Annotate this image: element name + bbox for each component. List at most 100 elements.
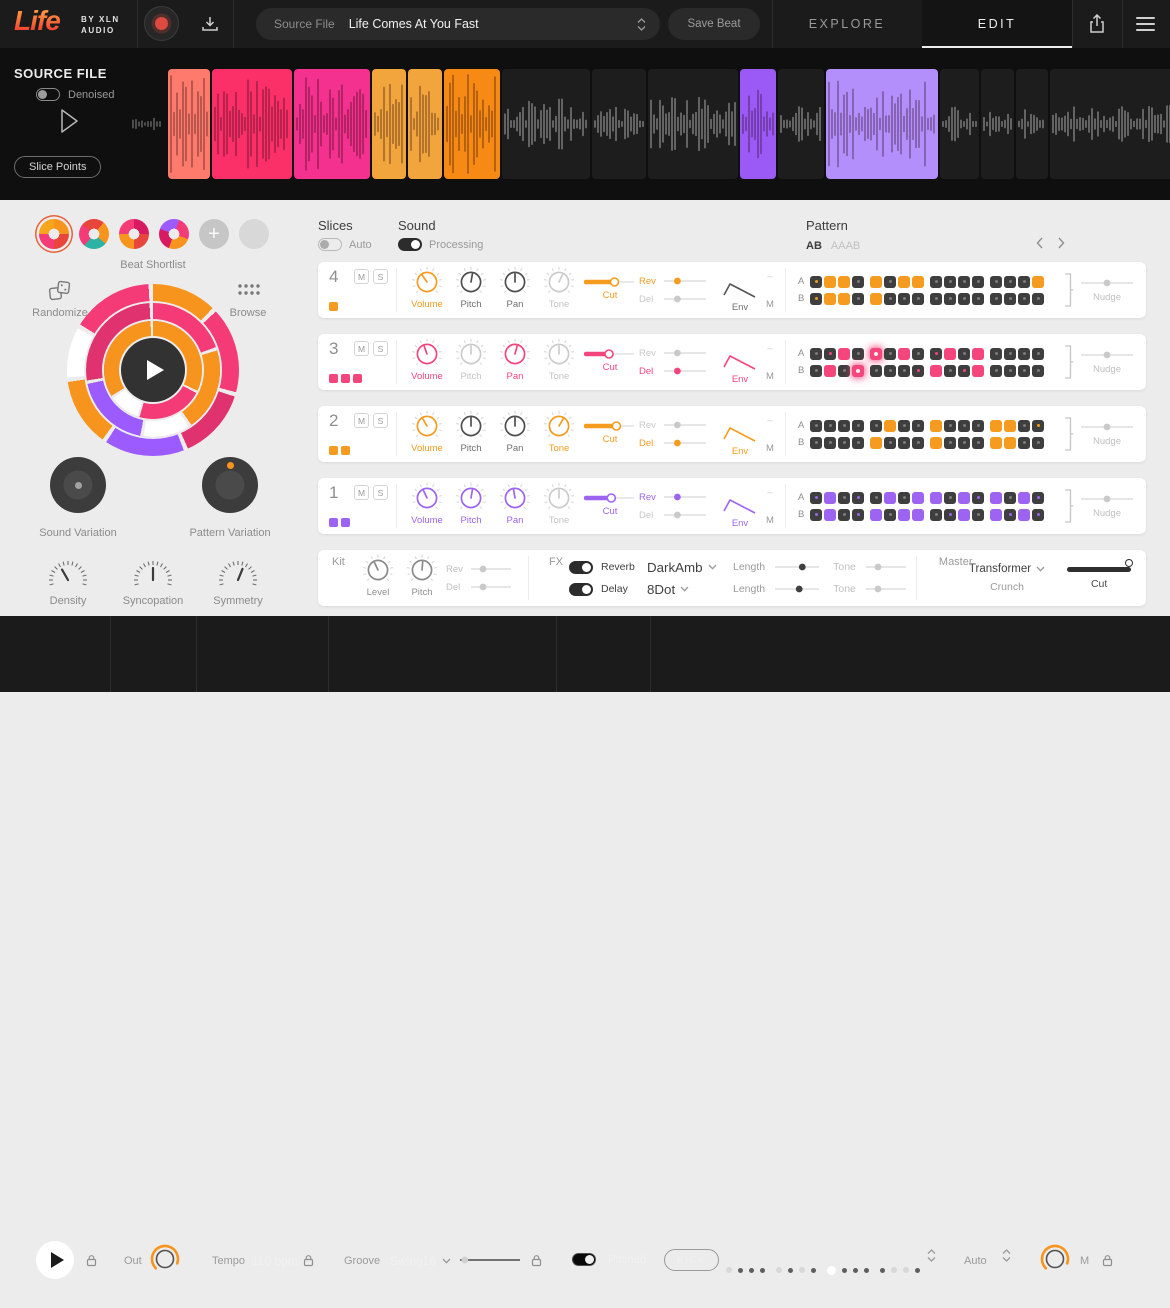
pattern-step[interactable] bbox=[1018, 276, 1030, 288]
pattern-step[interactable] bbox=[838, 276, 850, 288]
pattern-step[interactable] bbox=[824, 365, 836, 377]
pattern-step[interactable] bbox=[944, 348, 956, 360]
pattern-step[interactable] bbox=[972, 492, 984, 504]
step-dot[interactable] bbox=[903, 1267, 909, 1273]
beat-wheel[interactable] bbox=[67, 284, 239, 456]
pattern-step[interactable] bbox=[958, 509, 970, 521]
pattern-variation-knob[interactable] bbox=[202, 457, 258, 513]
pattern-step[interactable] bbox=[912, 365, 924, 377]
waveform-slice[interactable] bbox=[502, 69, 590, 179]
step-dot[interactable] bbox=[827, 1266, 836, 1275]
pattern-step[interactable] bbox=[1004, 437, 1016, 449]
rev-send[interactable]: Rev bbox=[639, 419, 717, 431]
auto-knob[interactable] bbox=[1038, 1242, 1072, 1276]
pattern-step[interactable] bbox=[870, 509, 882, 521]
solo-button[interactable]: S bbox=[373, 413, 388, 428]
pattern-step[interactable] bbox=[824, 293, 836, 305]
pattern-step[interactable] bbox=[972, 420, 984, 432]
pattern-step[interactable] bbox=[810, 348, 822, 360]
solo-button[interactable]: S bbox=[373, 485, 388, 500]
groove-value[interactable]: Swing16 bbox=[390, 1254, 436, 1268]
menu-icon[interactable] bbox=[1136, 17, 1155, 31]
pattern-step[interactable] bbox=[1004, 420, 1016, 432]
pattern-step[interactable] bbox=[930, 420, 942, 432]
pattern-step[interactable] bbox=[1032, 293, 1044, 305]
pattern-step[interactable] bbox=[972, 509, 984, 521]
pattern-step[interactable] bbox=[852, 348, 864, 360]
pattern-step[interactable] bbox=[824, 276, 836, 288]
waveform-slice[interactable] bbox=[294, 69, 370, 179]
mute-button[interactable]: M bbox=[354, 269, 369, 284]
delay-type-dropdown[interactable]: 8Dot bbox=[647, 582, 721, 597]
pattern-step[interactable] bbox=[958, 348, 970, 360]
nudge-slider[interactable]: Nudge bbox=[1076, 334, 1138, 390]
pattern-step[interactable] bbox=[930, 509, 942, 521]
pattern-step[interactable] bbox=[898, 420, 910, 432]
waveform-slice[interactable] bbox=[740, 69, 776, 179]
pattern-step[interactable] bbox=[972, 348, 984, 360]
step-dot[interactable] bbox=[726, 1267, 732, 1273]
denoised-toggle[interactable] bbox=[36, 88, 60, 101]
waveform-slice[interactable] bbox=[981, 69, 1014, 179]
groove-slider[interactable] bbox=[458, 1254, 522, 1266]
pattern-step[interactable] bbox=[898, 365, 910, 377]
pattern-prev-icon[interactable] bbox=[1036, 237, 1044, 249]
density-knob[interactable]: Density bbox=[36, 557, 100, 607]
pattern-step[interactable] bbox=[958, 276, 970, 288]
knob-pan[interactable]: Pan bbox=[493, 410, 537, 459]
master-cut-slider[interactable] bbox=[1067, 567, 1131, 572]
mute-button[interactable]: M bbox=[354, 341, 369, 356]
shortlist-beat[interactable] bbox=[79, 219, 109, 249]
pattern-step[interactable] bbox=[1032, 276, 1044, 288]
pattern-step[interactable] bbox=[810, 365, 822, 377]
shortlist-beat[interactable] bbox=[119, 219, 149, 249]
pattern-step[interactable] bbox=[810, 293, 822, 305]
pattern-step[interactable] bbox=[990, 492, 1002, 504]
wheel-play-button[interactable] bbox=[121, 338, 185, 402]
pattern-step[interactable] bbox=[912, 420, 924, 432]
pattern-step[interactable] bbox=[838, 348, 850, 360]
transport-play-button[interactable] bbox=[36, 1241, 74, 1279]
pattern-step[interactable] bbox=[1018, 492, 1030, 504]
pattern-step[interactable] bbox=[944, 420, 956, 432]
knob-volume[interactable]: Volume bbox=[405, 482, 449, 531]
cut-slider[interactable]: Cut bbox=[581, 419, 639, 450]
step-dot[interactable] bbox=[799, 1267, 805, 1273]
pattern-step[interactable] bbox=[824, 420, 836, 432]
pattern-step[interactable] bbox=[1032, 420, 1044, 432]
pattern-step[interactable] bbox=[870, 348, 882, 360]
mute-button[interactable]: M bbox=[354, 485, 369, 500]
waveform-slice[interactable] bbox=[826, 69, 938, 179]
slider-handle[interactable] bbox=[1125, 559, 1133, 567]
pattern-step[interactable] bbox=[1018, 365, 1030, 377]
pattern-step[interactable] bbox=[912, 348, 924, 360]
pattern-step[interactable] bbox=[810, 437, 822, 449]
pattern-step[interactable] bbox=[990, 509, 1002, 521]
reverb-length-slider[interactable] bbox=[773, 561, 821, 573]
send-mute[interactable]: M bbox=[763, 299, 777, 310]
pattern-step[interactable] bbox=[912, 437, 924, 449]
waveform-slice[interactable] bbox=[1050, 69, 1170, 179]
pattern-step[interactable] bbox=[884, 437, 896, 449]
master-mode-dropdown[interactable]: Transformer bbox=[969, 563, 1045, 575]
pattern-step[interactable] bbox=[944, 276, 956, 288]
pattern-step[interactable] bbox=[944, 293, 956, 305]
pattern-step[interactable] bbox=[870, 420, 882, 432]
pattern-step[interactable] bbox=[838, 420, 850, 432]
knob-pitch[interactable]: Pitch bbox=[449, 338, 493, 387]
pattern-step[interactable] bbox=[990, 420, 1002, 432]
waveform-slice[interactable] bbox=[444, 69, 500, 179]
pattern-step[interactable] bbox=[972, 365, 984, 377]
kick-stepper-icon[interactable] bbox=[927, 1249, 936, 1262]
del-send[interactable]: Del bbox=[639, 509, 717, 521]
waveform-slice[interactable] bbox=[168, 69, 210, 179]
pattern-step[interactable] bbox=[1004, 492, 1016, 504]
step-dot[interactable] bbox=[891, 1267, 897, 1273]
pattern-step[interactable] bbox=[810, 509, 822, 521]
pattern-step[interactable] bbox=[1018, 437, 1030, 449]
knob-tone[interactable]: Tone bbox=[537, 338, 581, 387]
pattern-step[interactable] bbox=[824, 437, 836, 449]
pattern-step[interactable] bbox=[898, 492, 910, 504]
pattern-step[interactable] bbox=[1004, 509, 1016, 521]
pattern-step[interactable] bbox=[972, 293, 984, 305]
